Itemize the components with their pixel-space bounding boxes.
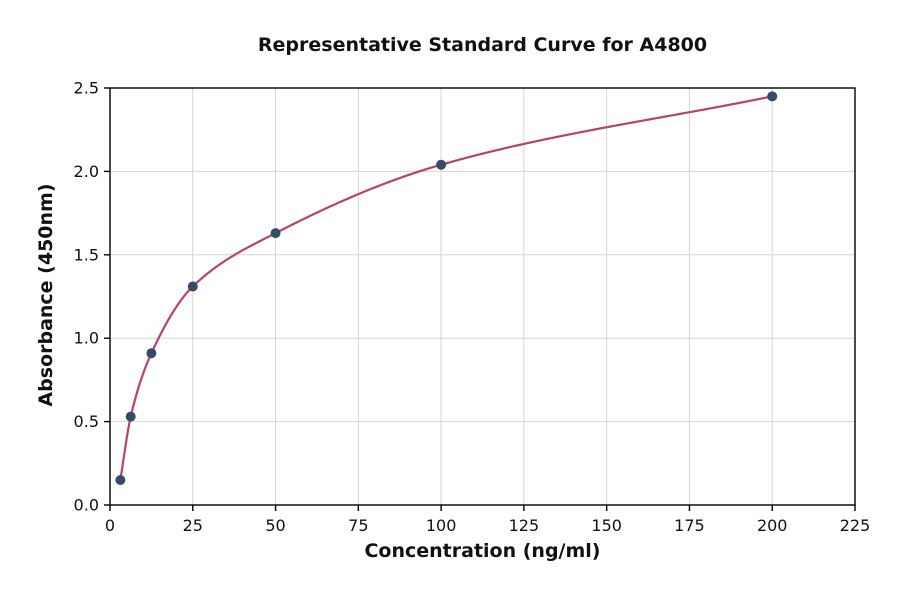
x-axis-label: Concentration (ng/ml) xyxy=(364,540,601,562)
data-point xyxy=(125,411,136,422)
y-tick-label: 2.0 xyxy=(74,162,99,181)
y-tick-label: 0.5 xyxy=(74,412,99,431)
y-tick-label: 1.0 xyxy=(74,329,99,348)
data-point xyxy=(767,91,778,102)
data-point xyxy=(187,281,198,292)
x-tick-label: 50 xyxy=(265,516,285,535)
axis-border xyxy=(109,87,856,506)
x-tick-label: 100 xyxy=(426,516,457,535)
y-axis-label: Absorbance (450nm) xyxy=(35,183,57,407)
x-tick-label: 150 xyxy=(591,516,622,535)
x-tick-label: 125 xyxy=(509,516,540,535)
x-tick-label: 225 xyxy=(840,516,871,535)
x-tick-label: 0 xyxy=(105,516,115,535)
data-point xyxy=(436,159,447,170)
data-point xyxy=(115,474,126,485)
fit-curve xyxy=(119,95,773,481)
x-tick-label: 200 xyxy=(757,516,788,535)
y-tick-label: 0.0 xyxy=(74,496,99,515)
x-tick-label: 175 xyxy=(674,516,705,535)
y-tick-label: 2.5 xyxy=(74,79,99,98)
x-tick-label: 25 xyxy=(183,516,203,535)
y-tick-label: 1.5 xyxy=(74,245,99,264)
data-point xyxy=(270,228,281,239)
chart-title: Representative Standard Curve for A4800 xyxy=(257,34,708,56)
x-tick-label: 75 xyxy=(348,516,368,535)
data-point xyxy=(146,348,157,359)
